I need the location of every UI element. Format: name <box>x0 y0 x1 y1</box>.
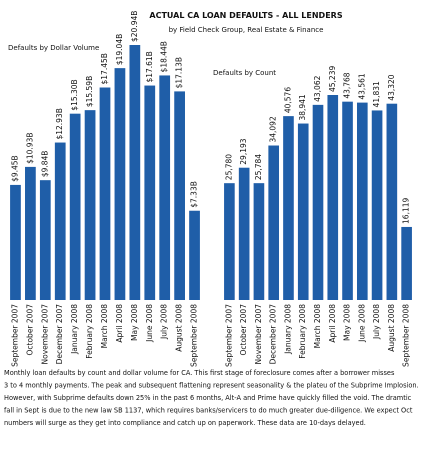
bar <box>238 167 250 300</box>
x-tick-label: February 2008 <box>298 304 307 359</box>
bar <box>144 85 156 300</box>
bar <box>297 123 309 301</box>
x-tick-label: April 2008 <box>115 304 124 343</box>
bar <box>25 166 36 300</box>
value-label: $10.93B <box>25 133 34 164</box>
value-label: 29,193 <box>239 138 248 164</box>
value-label: 43,561 <box>357 73 366 99</box>
bar <box>386 103 398 300</box>
x-tick-label: March 2008 <box>313 304 322 349</box>
panel-title: Defaults by Count <box>213 69 276 77</box>
x-tick-label: January 2008 <box>70 304 79 355</box>
x-tick-label: September 2008 <box>402 304 411 367</box>
caption-line: fall in Sept is due to the new law SB 11… <box>4 407 413 415</box>
chart-subtitle: by Field Check Group, Real Estate & Fina… <box>169 26 324 34</box>
bar <box>114 68 126 300</box>
bar <box>54 142 66 300</box>
x-tick-label: August 2008 <box>387 304 396 352</box>
x-tick-label: June 2008 <box>357 304 366 343</box>
bar <box>99 87 111 300</box>
x-tick-label: November 2007 <box>254 304 263 365</box>
x-tick-label: September 2007 <box>10 304 19 367</box>
chart-title: ACTUAL CA LOAN DEFAULTS - ALL LENDERS <box>149 11 342 20</box>
bar <box>356 102 368 300</box>
value-label: $17.45B <box>100 53 109 84</box>
bar <box>327 95 339 300</box>
caption-line: numbers will surge as they get into comp… <box>4 419 366 427</box>
x-tick-label: December 2007 <box>55 304 64 365</box>
bar <box>10 184 21 300</box>
value-label: 41,831 <box>372 81 381 107</box>
value-label: 40,576 <box>283 87 292 113</box>
x-tick-label: April 2008 <box>328 304 337 343</box>
x-tick-label: June 2008 <box>145 304 154 343</box>
panel-title: Defaults by Dollar Volume <box>8 44 99 52</box>
value-label: 25,780 <box>224 154 233 180</box>
bar <box>268 145 280 300</box>
x-tick-label: July 2008 <box>372 304 381 340</box>
bar <box>371 110 383 300</box>
value-label: $20.94B <box>130 11 139 42</box>
value-label: 34,092 <box>269 116 278 142</box>
bar <box>224 183 235 300</box>
value-label: 25,784 <box>254 154 263 180</box>
bar <box>84 110 96 301</box>
x-tick-label: May 2008 <box>130 304 139 341</box>
bar <box>189 210 200 300</box>
value-label: 43,062 <box>313 75 322 101</box>
x-tick-label: October 2007 <box>239 304 248 356</box>
bar <box>39 180 51 300</box>
value-label: $17.13B <box>175 57 184 88</box>
x-tick-label: September 2007 <box>224 304 233 367</box>
value-label: $18.44B <box>160 41 169 72</box>
x-tick-label: May 2008 <box>343 304 352 341</box>
x-tick-label: September 2008 <box>190 304 199 367</box>
caption-line: Monthly loan defaults by count and dolla… <box>4 369 395 377</box>
x-tick-label: July 2008 <box>160 304 169 340</box>
value-label: $15.59B <box>85 76 94 107</box>
x-tick-label: December 2007 <box>269 304 278 365</box>
bar <box>401 226 412 300</box>
value-label: $7.33B <box>190 181 199 208</box>
value-label: $17.61B <box>145 51 154 82</box>
bar <box>69 113 81 300</box>
bar <box>312 104 324 300</box>
value-label: 43,768 <box>343 72 352 98</box>
value-label: 16,119 <box>402 197 411 223</box>
bar <box>342 101 353 300</box>
bar <box>174 91 185 300</box>
value-label: $15.30B <box>70 79 79 110</box>
x-tick-label: November 2007 <box>40 304 49 365</box>
value-label: 38,941 <box>298 94 307 120</box>
x-tick-label: February 2008 <box>85 304 94 359</box>
value-label: 45,239 <box>328 66 337 92</box>
x-tick-label: March 2008 <box>100 304 109 349</box>
bar <box>159 75 171 300</box>
value-label: $19.04B <box>115 34 124 65</box>
bar <box>253 183 265 300</box>
bar <box>283 116 294 300</box>
bar <box>129 45 141 300</box>
x-tick-label: January 2008 <box>283 304 292 355</box>
value-label: $12.93B <box>55 108 64 139</box>
value-label: $9.84B <box>40 151 49 178</box>
value-label: 43,320 <box>387 74 396 100</box>
x-tick-label: October 2007 <box>25 304 34 356</box>
x-tick-label: August 2008 <box>175 304 184 352</box>
value-label: $9.45B <box>10 155 19 182</box>
caption-line: However, with Subprime defaults down 25%… <box>4 394 412 402</box>
caption-line: 3 to 4 monthly payments. The peak and su… <box>4 382 419 390</box>
